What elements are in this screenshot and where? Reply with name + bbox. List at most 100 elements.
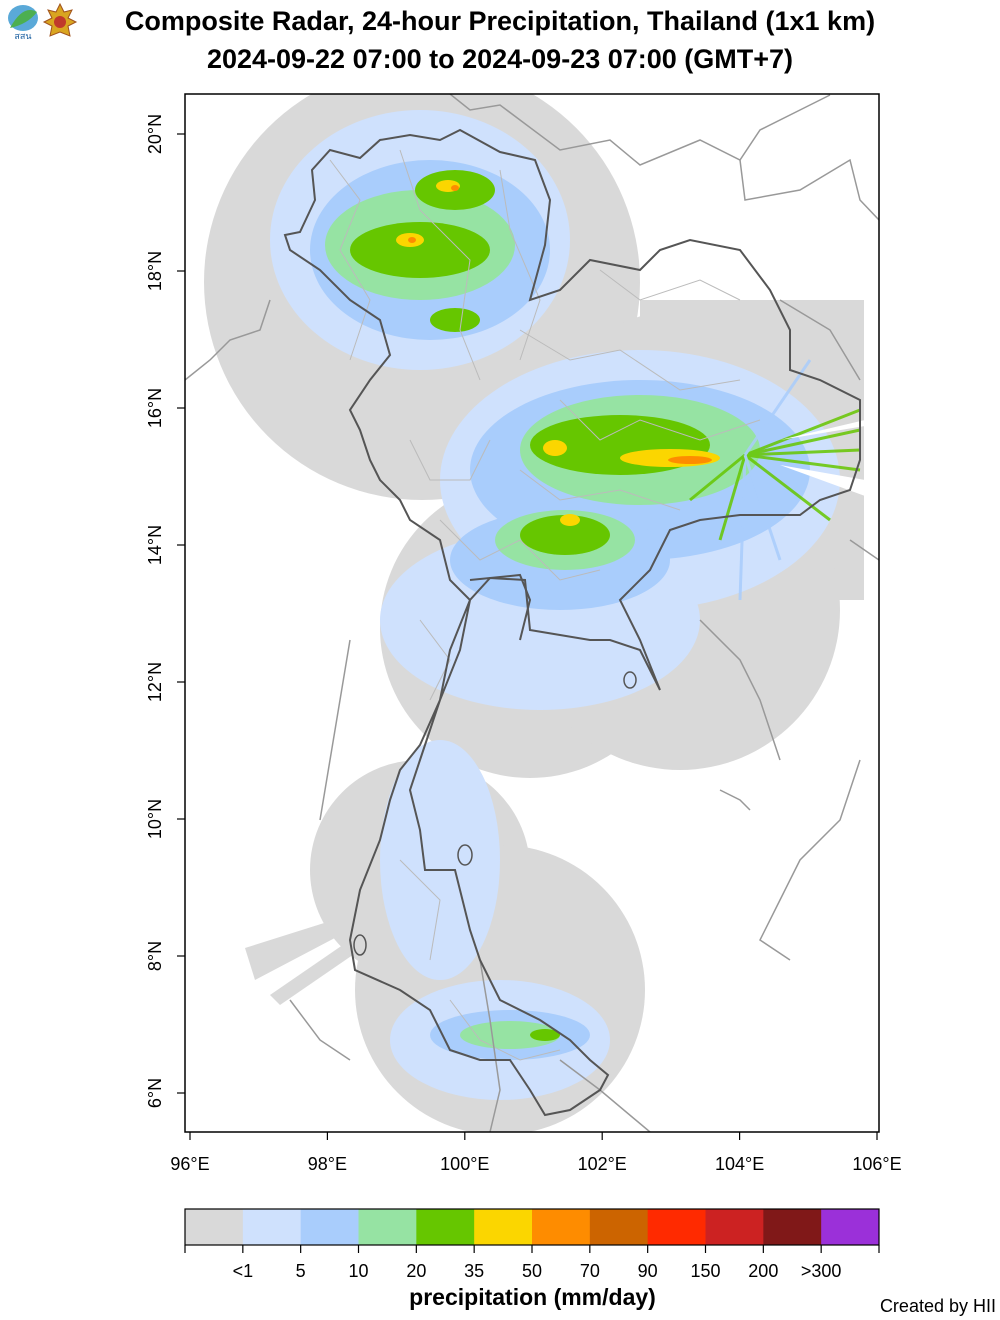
- rain-extreme-central: [560, 514, 580, 526]
- legend-color-box: [416, 1209, 475, 1245]
- province-boundaries: [329, 149, 761, 1061]
- lat-tick-label: 20°N: [145, 114, 165, 154]
- lat-tick-label: 18°N: [145, 251, 165, 291]
- rain-orange-ne: [668, 456, 712, 464]
- coast-island: [719, 789, 751, 811]
- lon-tick-label: 98°E: [308, 1154, 347, 1174]
- rain-very-heavy-south: [530, 1029, 560, 1041]
- lon-tick-label: 96°E: [170, 1154, 209, 1174]
- precipitation-legend: <1 5 10 20 35 50 70 90 150 200 >300: [184, 1208, 880, 1281]
- credit-text: Created by HII: [879, 1296, 996, 1316]
- lat-tick-label: 16°N: [145, 388, 165, 428]
- ray-9: [743, 454, 782, 561]
- map-title: Composite Radar, 24-hour Precipitation, …: [124, 6, 876, 36]
- rain-very-heavy-central: [520, 515, 610, 555]
- legend-label: 50: [522, 1261, 542, 1281]
- province-line-11: [449, 999, 561, 1061]
- map-subtitle: 2024-09-22 07:00 to 2024-09-23 07:00 (GM…: [206, 44, 794, 74]
- province-line-1: [329, 159, 371, 361]
- lon-tick-label: 106°E: [852, 1154, 901, 1174]
- ray-2: [744, 428, 861, 457]
- island-chang: [623, 671, 637, 689]
- legend-title: precipitation (mm/day): [409, 1284, 656, 1310]
- radar-beam-southwest: [270, 940, 360, 1005]
- province-line-10: [399, 859, 441, 961]
- legend-label: 5: [296, 1261, 306, 1281]
- legend-color-box: [821, 1209, 880, 1245]
- province-line-3: [499, 169, 541, 361]
- ray-6: [738, 454, 747, 601]
- ray-4: [744, 453, 861, 472]
- rain-orange-north2: [408, 237, 416, 243]
- plot-frame: [184, 93, 880, 1133]
- coast-vietnam: [759, 759, 861, 961]
- rain-very-heavy-north2: [350, 222, 490, 278]
- island-phuket: [353, 934, 367, 956]
- hii-logo-leaf-green: [10, 10, 37, 28]
- neighbour-borders: [185, 94, 879, 1132]
- lat-tick-label: 6°N: [145, 1078, 165, 1108]
- border-east: [849, 539, 879, 561]
- legend-color-box: [242, 1209, 302, 1245]
- legend-color-box: [763, 1209, 822, 1245]
- province-line-8: [409, 439, 491, 481]
- longitude-axis: 96°E 98°E 100°E 102°E 104°E 106°E: [170, 1132, 902, 1174]
- hii-logo-text: สสน: [14, 32, 31, 42]
- border-myanmar: [185, 299, 271, 381]
- gulf-coast: [469, 573, 532, 641]
- map-plot-area: [185, 94, 879, 1132]
- province-line-7: [439, 519, 601, 581]
- legend-label: 35: [464, 1261, 484, 1281]
- legend-label: 150: [690, 1261, 720, 1281]
- legend-color-box: [300, 1209, 359, 1245]
- rain-very-heavy-north3: [430, 308, 480, 332]
- province-line-12: [599, 269, 741, 301]
- border-laos-north: [449, 94, 831, 166]
- province-line-5: [559, 399, 761, 441]
- lon-tick-label: 102°E: [578, 1154, 627, 1174]
- legend-label: 90: [638, 1261, 658, 1281]
- rain-light-south-upper: [380, 740, 500, 980]
- island-samui: [457, 844, 473, 866]
- ray-7: [689, 453, 746, 502]
- legend-label: 70: [580, 1261, 600, 1281]
- legend-label: 200: [748, 1261, 778, 1281]
- legend-label: >300: [801, 1261, 842, 1281]
- ray-8: [718, 454, 747, 541]
- legend-label: <1: [233, 1261, 254, 1281]
- thailand-border: [283, 128, 861, 1117]
- latitude-axis: 6°N 8°N 10°N 12°N 14°N 16°N 18°N 20°N: [145, 114, 185, 1108]
- radar-gap-1: [780, 420, 865, 440]
- rain-orange-north: [451, 185, 459, 191]
- rain-extreme-ne1: [543, 440, 567, 456]
- lat-tick-label: 8°N: [145, 941, 165, 971]
- province-line-9: [419, 619, 451, 701]
- lat-tick-label: 12°N: [145, 662, 165, 702]
- legend-color-box: [185, 1209, 244, 1245]
- border-malaysia-1: [479, 959, 501, 1132]
- legend-color-box: [474, 1209, 533, 1245]
- border-vietnam-north: [739, 158, 879, 221]
- hii-logo: สสน: [4, 2, 42, 47]
- islands: [353, 671, 637, 956]
- coast-myanmar-south: [319, 639, 351, 821]
- legend-label: 10: [348, 1261, 368, 1281]
- province-line-6: [519, 469, 681, 511]
- legend-color-box: [589, 1209, 649, 1245]
- lon-tick-label: 104°E: [715, 1154, 764, 1174]
- border-laos-vietnam: [779, 299, 861, 381]
- ray-3: [744, 448, 861, 457]
- lon-tick-label: 100°E: [440, 1154, 489, 1174]
- royal-emblem-logo: [42, 2, 78, 47]
- ray-1: [744, 408, 861, 457]
- legend-color-box: [647, 1209, 706, 1245]
- radar-beam-west: [245, 918, 350, 980]
- legend-color-box: [358, 1209, 417, 1245]
- ray-10: [743, 359, 812, 456]
- coast-andaman: [289, 999, 351, 1061]
- radar-clutter-rays: [689, 359, 861, 601]
- province-line-4: [519, 329, 741, 391]
- legend-color-box: [705, 1209, 764, 1245]
- border-cambodia-vietnam: [699, 619, 781, 761]
